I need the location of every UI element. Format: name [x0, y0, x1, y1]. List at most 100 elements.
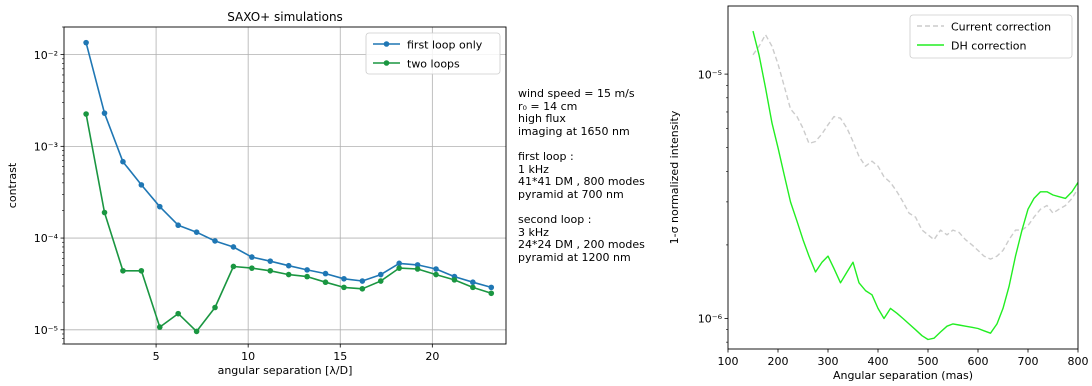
chart-dh-correction: 100 200 300 400 500 600 700 800 10⁻⁶ 10⁻⁵ Angular … — [668, 5, 1089, 382]
axes-frame — [63, 26, 507, 345]
param-line: wind speed = 15 m/s — [518, 87, 635, 100]
series-first-loop-only-point — [488, 284, 495, 291]
legend-box — [909, 14, 1073, 59]
x-axis-label: Angular separation (mas) — [833, 369, 973, 382]
legend: Current correction DH correction — [909, 14, 1073, 59]
series-two-loops-point — [267, 267, 274, 274]
series-first-loop-only-point — [377, 271, 384, 278]
series-first-loop-only-point — [249, 254, 255, 260]
param-line: r₀ = 14 cm — [518, 99, 578, 113]
x-tick-label: 200 — [768, 355, 789, 368]
param-line: pyramid at 700 nm — [518, 187, 624, 201]
series-first-loop-only-point — [396, 260, 402, 267]
series-two-loops-point — [377, 278, 384, 284]
legend-label-dh-correction: DH correction — [951, 39, 1027, 52]
series-first-loop-only-point — [230, 244, 237, 250]
series-two-loops-point — [193, 328, 200, 335]
y-axis-label: contrast — [6, 162, 19, 208]
series-first-loop-only-point — [359, 278, 366, 284]
series-first-loop-only-point — [414, 262, 421, 268]
params-block-first-loop: first loop : 1 kHz 41*41 DM , 800 modes … — [518, 149, 645, 201]
x-tick-label: 15 — [333, 350, 347, 363]
series-two-loops-point — [304, 273, 310, 280]
param-line: pyramid at 1200 nm — [518, 250, 631, 264]
series-first-loop-only-point — [341, 275, 347, 282]
x-tick-label: 800 — [1068, 355, 1089, 368]
series-two-loops — [83, 111, 495, 335]
y-tick-label: 10⁻⁴ — [34, 232, 59, 245]
series-first-loop-only-point — [267, 258, 274, 264]
series-first-loop-only-point — [470, 279, 476, 286]
series-current-correction-line — [752, 34, 1079, 260]
series-two-loops-point — [120, 267, 126, 274]
series-first-loop-only-point — [322, 270, 329, 277]
x-tick-label: 500 — [918, 355, 939, 368]
param-line: 1 kHz — [518, 162, 549, 176]
legend-label-current-correction: Current correction — [951, 20, 1051, 33]
x-tick-label: 300 — [818, 355, 839, 368]
series-first-loop-only-point — [156, 203, 163, 210]
series-first-loop-only-point — [212, 238, 218, 244]
series-two-loops-point — [156, 324, 163, 330]
x-tick-label: 700 — [1018, 355, 1039, 368]
series-two-loops-point — [230, 263, 237, 270]
series-first-loop-only-point — [175, 222, 181, 229]
series-dh-correction-line — [752, 30, 1079, 341]
param-line: high flux — [518, 112, 566, 126]
series-two-loops-point — [414, 266, 421, 272]
series-two-loops-point — [451, 277, 458, 283]
series-dh-correction — [752, 30, 1079, 341]
x-tick-label: 5 — [153, 350, 160, 363]
x-tick-label: 10 — [241, 350, 255, 363]
axes-frame — [727, 5, 1079, 350]
series-two-loops-point — [433, 271, 439, 278]
series-two-loops-point — [285, 271, 292, 278]
param-line: 24*24 DM , 200 modes — [518, 238, 645, 252]
series-current-correction — [752, 34, 1079, 260]
series-two-loops-point — [249, 265, 255, 271]
series-first-loop-only-point — [193, 229, 200, 235]
series-first-loop-only-point — [83, 39, 89, 46]
param-line: 41*41 DM , 800 modes — [518, 175, 645, 189]
params-block-second-loop: second loop : 3 kHz 24*24 DM , 200 modes… — [518, 212, 645, 264]
series-two-loops-point — [470, 284, 476, 291]
x-axis-label: angular separation [λ/D] — [218, 364, 353, 377]
x-tick-label: 600 — [968, 355, 989, 368]
series-two-loops-point — [83, 111, 89, 117]
series-first-loop-only-point — [304, 267, 310, 273]
legend-label-first-loop-only: first loop only — [407, 38, 483, 51]
param-line: 3 kHz — [518, 225, 549, 239]
legend: first loop only two loops — [365, 32, 501, 75]
legend-label-two-loops: two loops — [407, 57, 460, 70]
y-tick-label: 10⁻⁵ — [34, 324, 58, 337]
series-two-loops-point — [488, 290, 495, 297]
param-line: second loop : — [518, 212, 592, 226]
x-tick-label: 100 — [718, 355, 739, 368]
params-block-atmosphere: wind speed = 15 m/s r₀ = 14 cm high flux… — [518, 87, 645, 138]
legend-marker-two-loops — [383, 60, 390, 66]
x-tick-label: 20 — [425, 350, 439, 363]
y-tick-label: 10⁻⁶ — [698, 313, 723, 326]
series-two-loops-point — [322, 279, 329, 286]
series-two-loops-point — [175, 310, 181, 317]
series-first-loop-only — [83, 39, 495, 291]
param-line: imaging at 1650 nm — [518, 124, 630, 138]
series-two-loops-point — [138, 267, 145, 274]
series-two-loops-point — [101, 209, 108, 216]
series-first-loop-only-line — [85, 42, 492, 289]
series-first-loop-only-point — [120, 158, 126, 165]
x-tick-label: 400 — [868, 355, 889, 368]
param-line: first loop : — [518, 149, 574, 163]
chart-title: SAXO+ simulations — [227, 10, 343, 24]
series-first-loop-only-point — [433, 266, 439, 272]
series-first-loop-only-point — [138, 182, 145, 188]
simulation-parameters: wind speed = 15 m/s r₀ = 14 cm high flux… — [518, 87, 645, 277]
series-two-loops-point — [341, 284, 347, 291]
y-axis-label: 1-σ normalized intensity — [668, 110, 681, 244]
legend-marker-first-loop-only — [383, 41, 390, 47]
y-tick-label: 10⁻³ — [34, 141, 58, 154]
chart-saxo-simulations: 5 10 15 20 10⁻⁵ 10⁻⁴ 10⁻³ 10⁻² SAXO+ simulations… — [6, 10, 507, 377]
series-first-loop-only-point — [101, 110, 108, 116]
series-two-loops-point — [359, 285, 366, 292]
